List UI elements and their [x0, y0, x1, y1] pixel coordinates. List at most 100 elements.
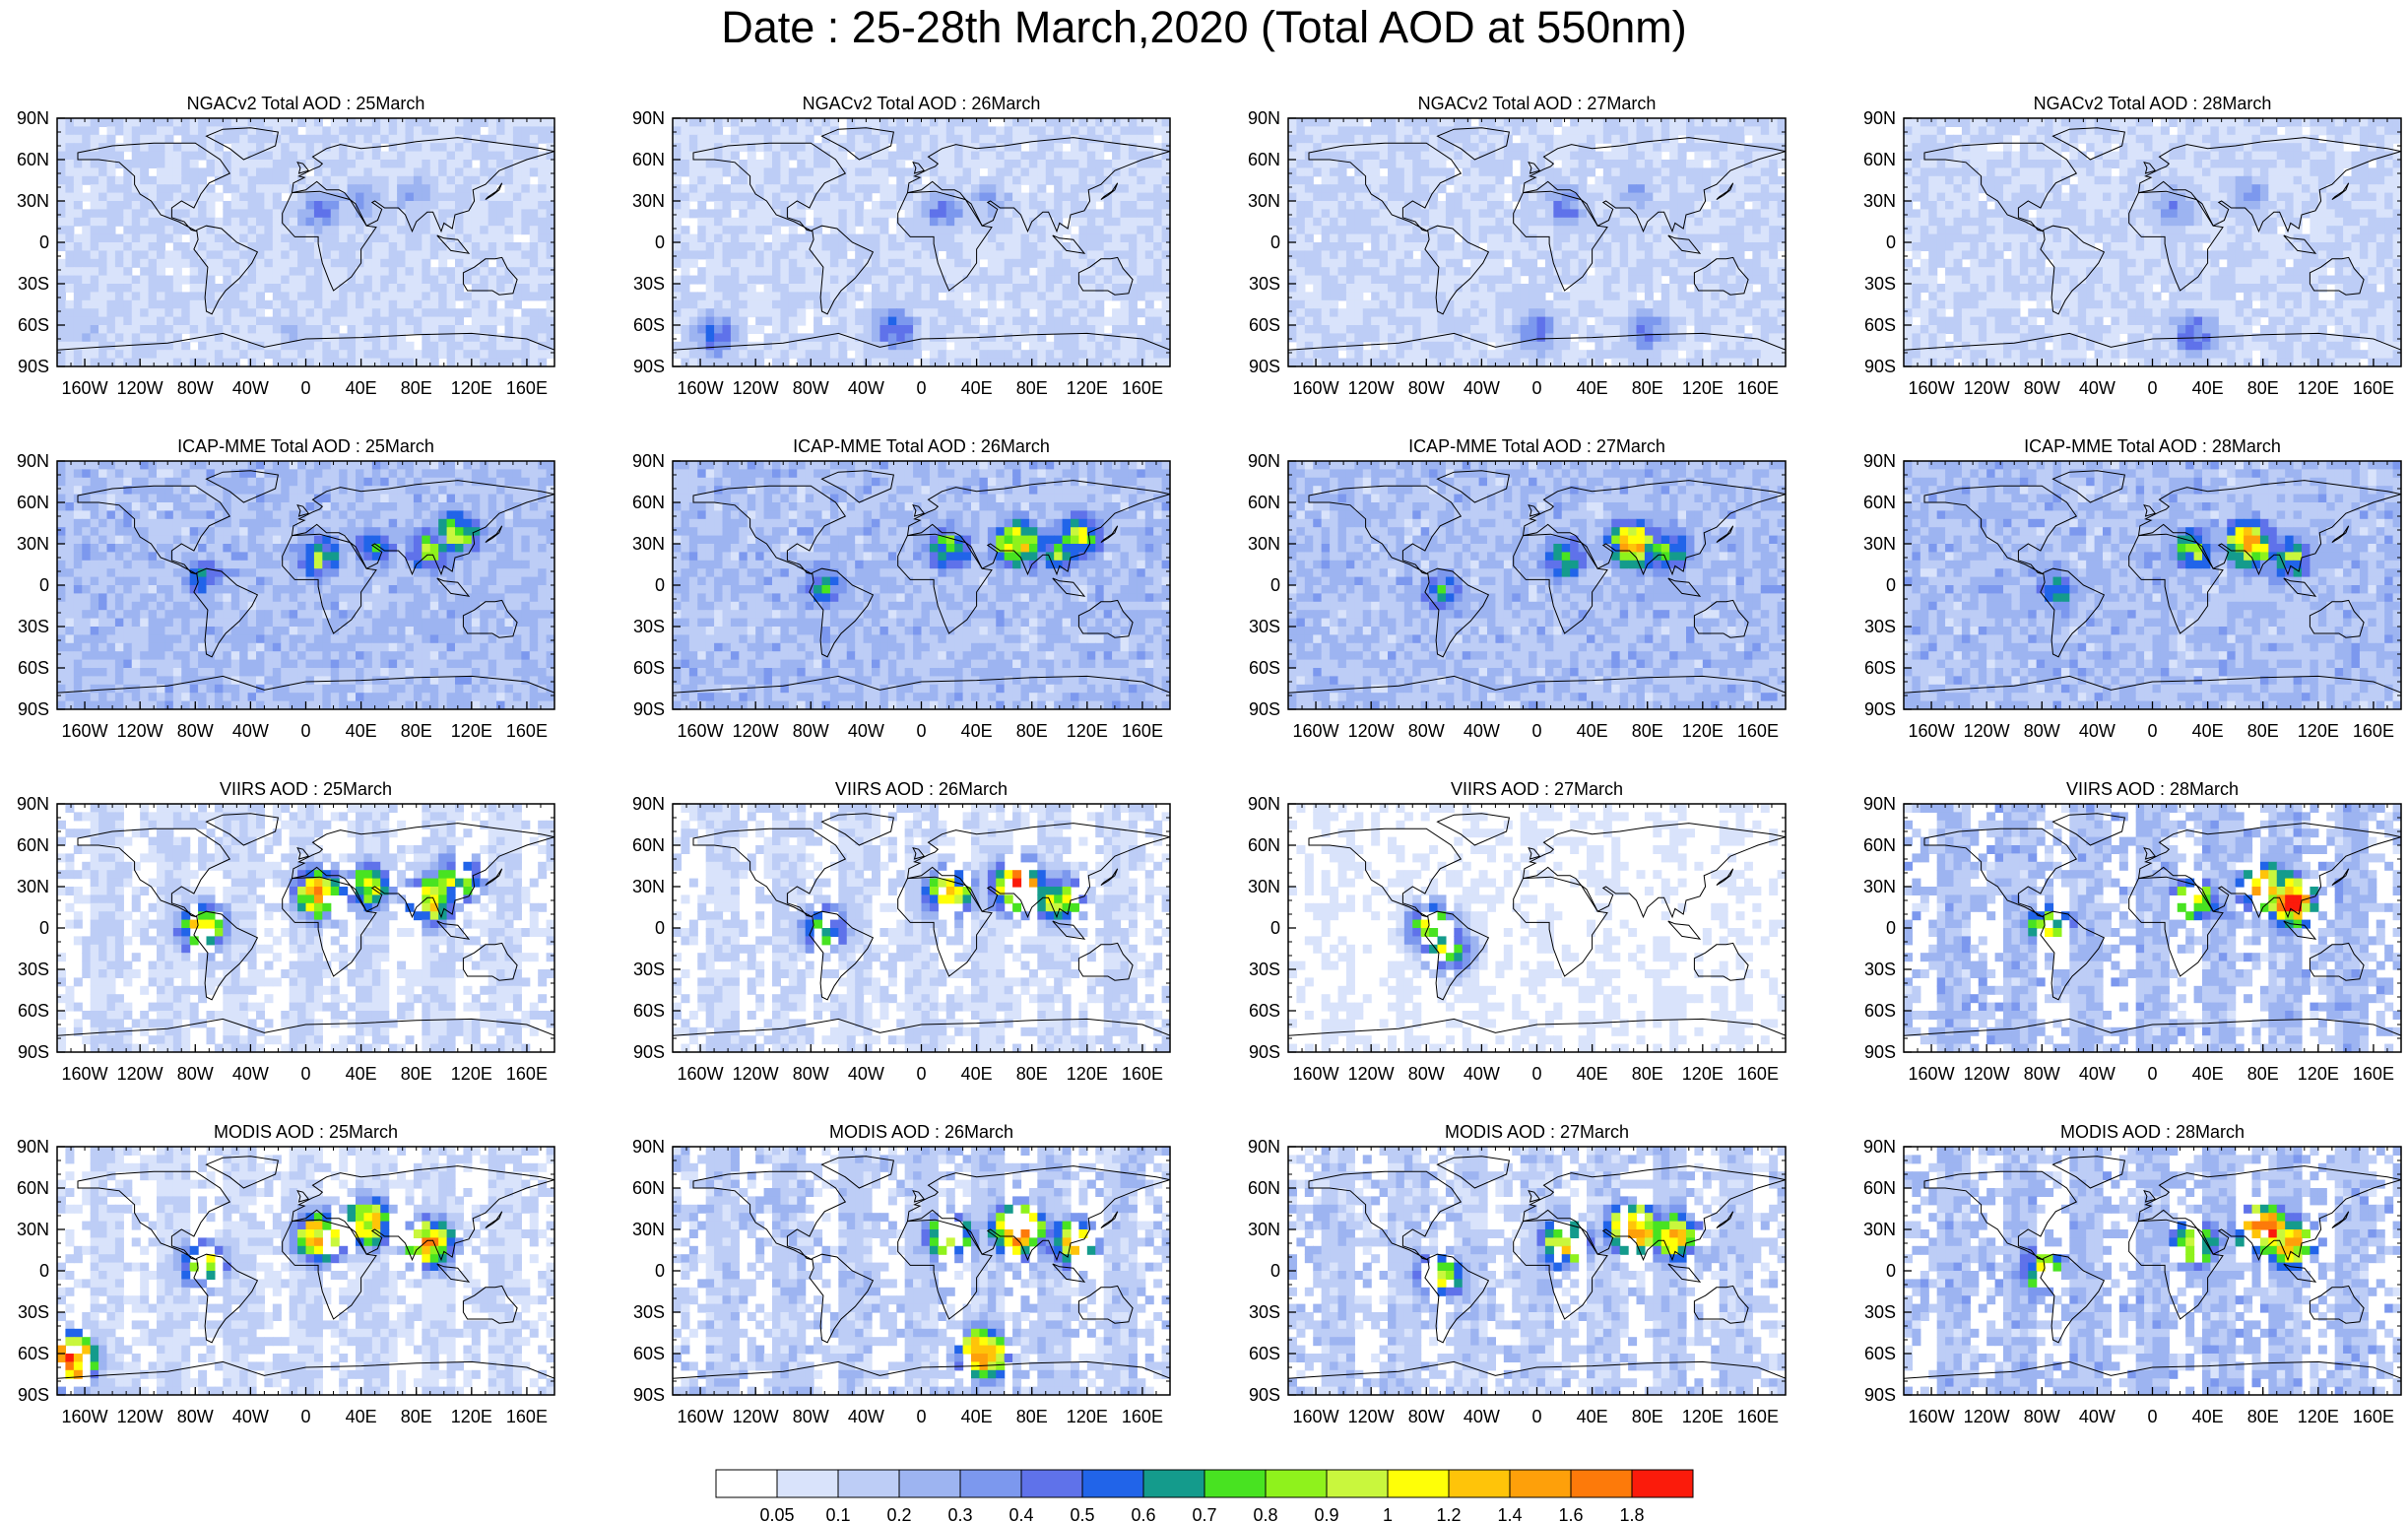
aod-cell	[697, 250, 707, 260]
aod-cell	[1045, 275, 1055, 285]
aod-cell	[673, 192, 683, 202]
aod-cell	[438, 325, 448, 334]
aod-cell	[371, 292, 381, 301]
aod-cell	[896, 242, 906, 251]
aod-cell	[1045, 284, 1055, 293]
aod-cell	[1462, 126, 1471, 136]
aod-cell	[455, 316, 465, 326]
aod-cell	[1653, 226, 1662, 235]
aod-cell	[546, 134, 554, 144]
aod-cell	[1653, 284, 1662, 293]
aod-cell	[1120, 143, 1130, 153]
aod-cell	[1403, 250, 1413, 260]
aod-cell	[1628, 201, 1638, 210]
aod-cell	[1403, 192, 1413, 202]
aod-cell	[780, 284, 790, 293]
aod-cell	[1470, 160, 1480, 168]
aod-cell	[945, 151, 955, 161]
aod-cell	[223, 175, 232, 185]
aod-cell	[429, 284, 439, 293]
aod-cell	[57, 358, 67, 366]
aod-cell	[413, 134, 423, 144]
aod-cell	[896, 250, 906, 260]
aod-cell	[1086, 242, 1096, 251]
aod-cell	[747, 126, 756, 136]
aod-cell	[1128, 167, 1138, 177]
aod-cell	[1086, 192, 1096, 202]
aod-cell	[388, 341, 398, 351]
aod-cell	[512, 217, 522, 227]
aod-cell	[429, 209, 439, 219]
aod-cell	[772, 226, 782, 235]
aod-cell	[1487, 160, 1497, 168]
aod-cell	[1544, 192, 1554, 202]
aod-cell	[1777, 209, 1786, 219]
aod-cell	[913, 333, 923, 343]
aod-cell	[780, 267, 790, 277]
aod-cell	[1288, 292, 1298, 301]
aod-cell	[673, 126, 683, 136]
aod-cell	[1760, 250, 1770, 260]
aod-cell	[1071, 292, 1080, 301]
aod-cell	[189, 316, 199, 326]
aod-cell	[945, 217, 955, 227]
aod-cell	[863, 316, 873, 326]
aod-cell	[1161, 118, 1170, 127]
aod-cell	[1137, 341, 1146, 351]
aod-cell	[1470, 143, 1480, 153]
aod-cell	[289, 250, 298, 260]
aod-cell	[322, 226, 332, 235]
aod-cell	[1587, 201, 1596, 210]
aod-cell	[1777, 118, 1786, 127]
aod-cell	[1321, 284, 1331, 293]
aod-cell	[1412, 118, 1422, 127]
aod-cell	[1086, 333, 1096, 343]
aod-cell	[697, 233, 707, 243]
aod-cell	[148, 358, 158, 366]
aod-cell	[157, 292, 166, 301]
aod-cell	[1760, 167, 1770, 177]
aod-cell	[538, 358, 548, 366]
aod-cell	[739, 167, 748, 177]
aod-cell	[347, 325, 357, 334]
aod-cell	[1445, 242, 1455, 251]
aod-cell	[1636, 151, 1646, 161]
aod-cell	[1037, 242, 1047, 251]
aod-cell	[938, 333, 947, 343]
aod-cell	[962, 226, 972, 235]
aod-cell	[264, 160, 274, 168]
aod-cell	[1095, 308, 1105, 318]
aod-cell	[829, 217, 839, 227]
aod-cell	[821, 350, 831, 360]
aod-cell	[780, 258, 790, 268]
aod-cell	[1711, 184, 1721, 194]
aod-cell	[422, 341, 431, 351]
aod-cell	[438, 267, 448, 277]
aod-cell	[371, 209, 381, 219]
aod-cell	[297, 275, 307, 285]
aod-cell	[1321, 226, 1331, 235]
aod-cell	[1071, 308, 1080, 318]
aod-cell	[945, 209, 955, 219]
aod-cell	[1304, 118, 1314, 127]
aod-cell	[405, 143, 415, 153]
aod-cell	[1686, 258, 1696, 268]
aod-cell	[140, 350, 150, 360]
aod-cell	[1561, 250, 1571, 260]
aod-cell	[1454, 209, 1464, 219]
aod-cell	[1445, 167, 1455, 177]
aod-cell	[1677, 209, 1687, 219]
aod-cell	[838, 217, 848, 227]
aod-cell	[1677, 126, 1687, 136]
aod-cell	[239, 258, 249, 268]
aod-cell	[1037, 217, 1047, 227]
aod-cell	[380, 167, 390, 177]
aod-cell	[979, 267, 989, 277]
aod-cell	[755, 167, 765, 177]
aod-cell	[887, 201, 897, 210]
aod-cell	[330, 192, 340, 202]
aod-cell	[463, 209, 473, 219]
aod-cell	[1071, 175, 1080, 185]
aod-cell	[1553, 275, 1563, 285]
aod-cell	[730, 299, 740, 309]
